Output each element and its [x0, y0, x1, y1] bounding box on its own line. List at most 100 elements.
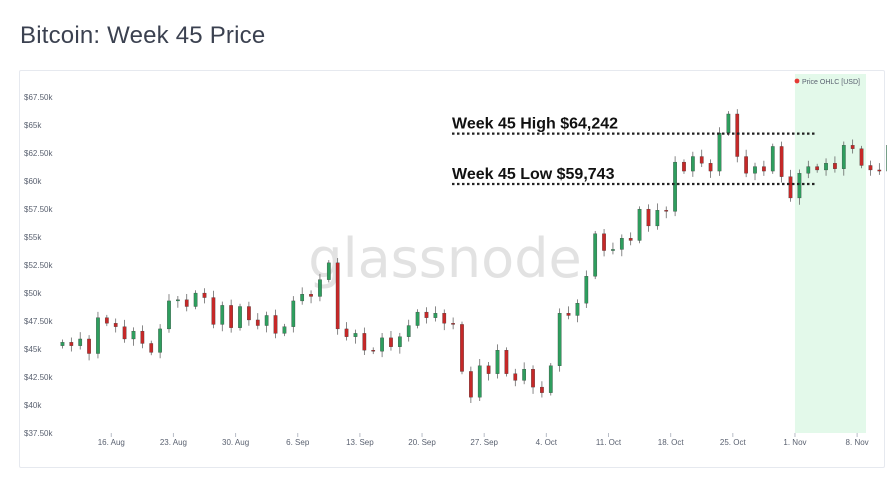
candle	[469, 366, 473, 404]
candle-body	[176, 299, 180, 302]
candle	[708, 159, 713, 178]
candle	[744, 149, 748, 178]
candle-body	[504, 350, 509, 374]
candle	[637, 206, 642, 244]
x-tick-label: 23. Aug	[160, 438, 187, 447]
candle	[691, 151, 695, 177]
highlight-band	[794, 74, 866, 433]
candle	[122, 319, 127, 343]
legend-dot	[794, 78, 800, 84]
x-tick-label: 27. Sep	[470, 438, 498, 447]
candle-body	[184, 299, 189, 307]
candle-body	[566, 313, 571, 316]
x-tick-label: 13. Sep	[346, 438, 374, 447]
candle	[282, 323, 287, 337]
candle-body	[415, 311, 420, 326]
candle	[868, 160, 873, 176]
candle-body	[753, 166, 757, 174]
week-low-label: Week 45 Low $59,743	[452, 166, 615, 183]
candle	[762, 160, 766, 176]
x-tick-label: 4. Oct	[536, 438, 558, 447]
candle-body	[699, 156, 704, 164]
candle	[78, 332, 83, 350]
candle	[318, 273, 322, 302]
candle	[113, 318, 118, 333]
candle	[229, 299, 233, 333]
candle-body	[362, 333, 367, 351]
candle	[371, 347, 376, 355]
candle-body	[735, 113, 740, 157]
candle-body	[397, 336, 402, 347]
candle-body	[193, 292, 198, 307]
candle	[682, 159, 686, 174]
candle	[806, 160, 811, 179]
candle	[504, 347, 509, 377]
candle-body	[726, 113, 731, 134]
candle-body	[548, 365, 553, 393]
candle	[451, 317, 455, 330]
candle	[495, 344, 500, 379]
candle	[104, 314, 109, 327]
candle	[850, 139, 855, 154]
candle-body	[344, 328, 349, 337]
candle	[575, 299, 580, 323]
candle-body	[78, 338, 83, 346]
candle	[753, 162, 757, 181]
candle	[362, 327, 367, 355]
y-tick-label: $42.50k	[24, 373, 53, 382]
y-tick-label: $52.50k	[24, 261, 53, 270]
candle	[726, 111, 731, 136]
candle	[140, 325, 145, 349]
candle-body	[619, 238, 624, 250]
candle-body	[797, 173, 802, 199]
candle-body	[540, 386, 544, 393]
candle-body	[309, 294, 313, 297]
candle-body	[247, 306, 251, 321]
candle	[859, 145, 864, 169]
candle-body	[229, 305, 233, 328]
candle	[247, 301, 251, 326]
candle-body	[318, 279, 322, 297]
candle	[424, 307, 429, 324]
candle	[335, 258, 340, 335]
candle-body	[238, 306, 242, 328]
candle	[176, 295, 180, 308]
candle	[788, 169, 793, 202]
candle	[531, 365, 535, 394]
candle-body	[637, 208, 642, 241]
candle-body	[353, 333, 358, 337]
candle-body	[140, 330, 145, 344]
candle-body	[477, 365, 482, 398]
x-tick-label: 18. Oct	[658, 438, 685, 447]
candle-body	[451, 323, 455, 325]
x-tick-label: 8. Nov	[846, 438, 869, 447]
candle-body	[104, 317, 109, 324]
candle-body	[167, 300, 171, 330]
candle-body	[371, 350, 376, 352]
candle-body	[779, 146, 784, 177]
candle-body	[424, 311, 429, 318]
candle-body	[469, 371, 473, 398]
chart-frame	[19, 70, 885, 468]
candle	[87, 335, 91, 361]
candle-body	[584, 276, 589, 304]
candle-body	[460, 324, 464, 372]
candle-body	[593, 233, 598, 277]
candle	[202, 288, 207, 304]
candle-body	[708, 163, 713, 172]
candle	[433, 306, 438, 322]
candle	[735, 109, 740, 163]
candle	[406, 319, 411, 342]
candle-body	[131, 330, 136, 340]
candle	[60, 339, 65, 349]
candle-body	[60, 342, 65, 346]
candle-body	[762, 166, 766, 172]
candle-body	[87, 338, 91, 354]
candle-body	[442, 313, 447, 324]
candle-body	[628, 238, 633, 241]
y-tick-label: $55k	[24, 233, 42, 242]
candle-body	[611, 249, 615, 251]
candle-body	[406, 325, 411, 337]
candle-body	[859, 148, 864, 166]
y-tick-label: $45k	[24, 345, 42, 354]
